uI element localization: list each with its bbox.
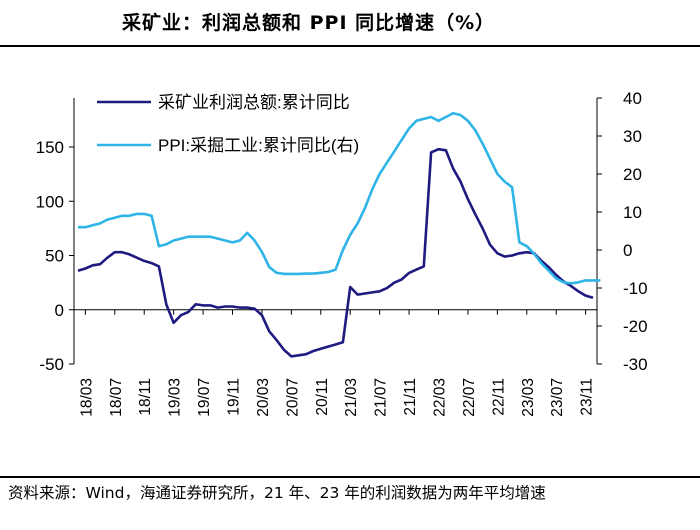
y-right-tick-label: 10 xyxy=(623,203,642,222)
legend-label: 采矿业利润总额:累计同比 xyxy=(158,93,350,112)
x-tick-label: 23/11 xyxy=(579,378,596,416)
x-tick-label: 22/07 xyxy=(461,378,478,417)
y-right-tick-label: 20 xyxy=(623,165,642,184)
y-left-tick-label: -50 xyxy=(39,355,64,374)
x-tick-label: 18/11 xyxy=(137,378,154,416)
y-right-tick-label: -20 xyxy=(623,317,648,336)
y-right-tick-label: 40 xyxy=(623,89,642,108)
x-tick-label: 19/03 xyxy=(167,378,184,417)
x-tick-label: 19/11 xyxy=(226,378,243,416)
legend-label: PPI:采掘工业:累计同比(右) xyxy=(158,136,359,155)
y-right-tick-label: -30 xyxy=(623,355,648,374)
x-tick-label: 23/07 xyxy=(549,378,566,417)
y-right-tick-label: 0 xyxy=(623,241,632,260)
x-tick-label: 20/03 xyxy=(255,378,272,417)
x-tick-label: 22/03 xyxy=(432,378,449,417)
y-left-tick-label: 50 xyxy=(45,247,64,266)
x-tick-label: 19/07 xyxy=(196,378,213,417)
x-tick-label: 18/07 xyxy=(108,378,125,417)
x-tick-label: 18/03 xyxy=(78,378,95,417)
x-tick-label: 20/07 xyxy=(284,378,301,417)
y-left-tick-label: 150 xyxy=(36,138,64,157)
profit-series-line xyxy=(77,147,594,358)
x-tick-label: 21/03 xyxy=(343,378,360,417)
header-rule xyxy=(0,45,700,47)
x-tick-label: 21/07 xyxy=(373,378,390,417)
x-tick-label: 21/11 xyxy=(402,378,419,416)
x-tick-label: 20/11 xyxy=(314,378,331,416)
y-right-tick-label: -10 xyxy=(623,279,648,298)
footer-rule xyxy=(0,476,700,478)
ppi-series-line xyxy=(78,111,601,285)
x-tick-label: 22/11 xyxy=(490,378,507,416)
chart-title: 采矿业：利润总额和 PPI 同比增速（%） xyxy=(122,12,496,34)
x-tick-label: 23/03 xyxy=(520,378,537,417)
y-right-tick-label: 30 xyxy=(623,127,642,146)
y-left-tick-label: 100 xyxy=(36,192,64,211)
y-left-tick-label: 0 xyxy=(55,301,64,320)
source-note: 资料来源：Wind，海通证券研究所，21 年、23 年的利润数据为两年平均增速 xyxy=(8,484,546,502)
